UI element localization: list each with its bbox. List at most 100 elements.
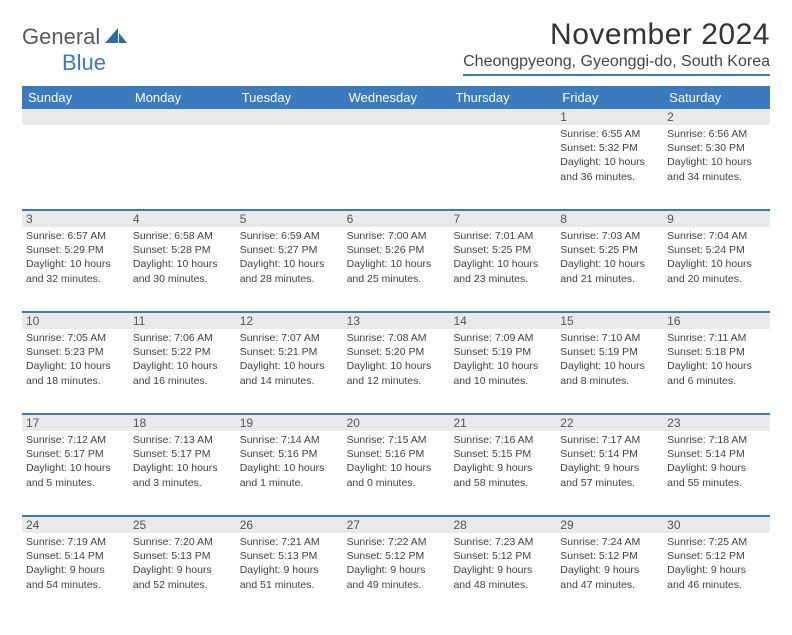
daylight-text-2: and 34 minutes.	[667, 170, 766, 184]
day-number: 12	[236, 313, 343, 329]
daylight-text-2: and 49 minutes.	[347, 578, 446, 592]
sunrise-text: Sunrise: 7:07 AM	[240, 331, 339, 345]
sunset-text: Sunset: 5:12 PM	[560, 549, 659, 563]
week-number-row: 17181920212223	[22, 413, 770, 431]
day-cell: Sunrise: 6:55 AMSunset: 5:32 PMDaylight:…	[556, 125, 663, 209]
day-cell: Sunrise: 7:20 AMSunset: 5:13 PMDaylight:…	[129, 533, 236, 617]
dayhead-tue: Tuesday	[236, 86, 343, 109]
day-cell: Sunrise: 7:05 AMSunset: 5:23 PMDaylight:…	[22, 329, 129, 413]
sunset-text: Sunset: 5:17 PM	[26, 447, 125, 461]
logo-text-blue: Blue	[62, 50, 106, 75]
sunset-text: Sunset: 5:28 PM	[133, 243, 232, 257]
sunrise-text: Sunrise: 7:10 AM	[560, 331, 659, 345]
day-cell: Sunrise: 7:15 AMSunset: 5:16 PMDaylight:…	[343, 431, 450, 515]
sunrise-text: Sunrise: 7:14 AM	[240, 433, 339, 447]
daylight-text-2: and 32 minutes.	[26, 272, 125, 286]
daylight-text-2: and 0 minutes.	[347, 476, 446, 490]
daylight-text-1: Daylight: 9 hours	[26, 563, 125, 577]
daylight-text-1: Daylight: 9 hours	[133, 563, 232, 577]
sunset-text: Sunset: 5:15 PM	[453, 447, 552, 461]
sunset-text: Sunset: 5:13 PM	[240, 549, 339, 563]
day-number	[236, 109, 343, 125]
day-cell: Sunrise: 7:16 AMSunset: 5:15 PMDaylight:…	[449, 431, 556, 515]
day-cell	[236, 125, 343, 209]
day-number: 30	[663, 517, 770, 533]
week-row: Sunrise: 7:05 AMSunset: 5:23 PMDaylight:…	[22, 329, 770, 413]
day-cell: Sunrise: 7:19 AMSunset: 5:14 PMDaylight:…	[22, 533, 129, 617]
day-number: 19	[236, 415, 343, 431]
day-cell: Sunrise: 7:22 AMSunset: 5:12 PMDaylight:…	[343, 533, 450, 617]
sunset-text: Sunset: 5:12 PM	[453, 549, 552, 563]
day-cell: Sunrise: 7:10 AMSunset: 5:19 PMDaylight:…	[556, 329, 663, 413]
daylight-text-2: and 1 minute.	[240, 476, 339, 490]
sunset-text: Sunset: 5:16 PM	[240, 447, 339, 461]
logo: General	[22, 24, 129, 50]
day-number: 6	[343, 211, 450, 227]
daylight-text-2: and 54 minutes.	[26, 578, 125, 592]
day-cell: Sunrise: 7:18 AMSunset: 5:14 PMDaylight:…	[663, 431, 770, 515]
sunset-text: Sunset: 5:25 PM	[560, 243, 659, 257]
daylight-text-2: and 10 minutes.	[453, 374, 552, 388]
daylight-text-1: Daylight: 10 hours	[560, 257, 659, 271]
sunset-text: Sunset: 5:24 PM	[667, 243, 766, 257]
daylight-text-2: and 28 minutes.	[240, 272, 339, 286]
sunrise-text: Sunrise: 7:01 AM	[453, 229, 552, 243]
day-cell: Sunrise: 7:25 AMSunset: 5:12 PMDaylight:…	[663, 533, 770, 617]
day-number: 29	[556, 517, 663, 533]
sunrise-text: Sunrise: 6:56 AM	[667, 127, 766, 141]
day-number: 16	[663, 313, 770, 329]
day-cell	[449, 125, 556, 209]
dayhead-sat: Saturday	[663, 86, 770, 109]
week-row: Sunrise: 6:57 AMSunset: 5:29 PMDaylight:…	[22, 227, 770, 311]
dayhead-thu: Thursday	[449, 86, 556, 109]
day-number: 22	[556, 415, 663, 431]
sunset-text: Sunset: 5:27 PM	[240, 243, 339, 257]
sunrise-text: Sunrise: 7:18 AM	[667, 433, 766, 447]
daylight-text-1: Daylight: 10 hours	[347, 359, 446, 373]
daylight-text-1: Daylight: 10 hours	[240, 461, 339, 475]
sunrise-text: Sunrise: 7:09 AM	[453, 331, 552, 345]
daylight-text-2: and 57 minutes.	[560, 476, 659, 490]
sunrise-text: Sunrise: 7:24 AM	[560, 535, 659, 549]
sunset-text: Sunset: 5:29 PM	[26, 243, 125, 257]
day-number: 8	[556, 211, 663, 227]
sunrise-text: Sunrise: 7:15 AM	[347, 433, 446, 447]
daylight-text-2: and 55 minutes.	[667, 476, 766, 490]
daylight-text-2: and 25 minutes.	[347, 272, 446, 286]
sunrise-text: Sunrise: 7:17 AM	[560, 433, 659, 447]
day-number: 4	[129, 211, 236, 227]
day-cell: Sunrise: 7:03 AMSunset: 5:25 PMDaylight:…	[556, 227, 663, 311]
daylight-text-1: Daylight: 10 hours	[240, 359, 339, 373]
sunrise-text: Sunrise: 7:03 AM	[560, 229, 659, 243]
daylight-text-2: and 3 minutes.	[133, 476, 232, 490]
sunrise-text: Sunrise: 7:06 AM	[133, 331, 232, 345]
daylight-text-2: and 14 minutes.	[240, 374, 339, 388]
sunset-text: Sunset: 5:17 PM	[133, 447, 232, 461]
sunset-text: Sunset: 5:19 PM	[453, 345, 552, 359]
daylight-text-2: and 18 minutes.	[26, 374, 125, 388]
day-cell: Sunrise: 6:59 AMSunset: 5:27 PMDaylight:…	[236, 227, 343, 311]
daylight-text-1: Daylight: 9 hours	[667, 563, 766, 577]
sunrise-text: Sunrise: 7:13 AM	[133, 433, 232, 447]
sunset-text: Sunset: 5:18 PM	[667, 345, 766, 359]
sunrise-text: Sunrise: 7:12 AM	[26, 433, 125, 447]
daylight-text-2: and 46 minutes.	[667, 578, 766, 592]
day-number: 2	[663, 109, 770, 125]
sunset-text: Sunset: 5:13 PM	[133, 549, 232, 563]
day-number: 27	[343, 517, 450, 533]
sunset-text: Sunset: 5:14 PM	[667, 447, 766, 461]
daylight-text-1: Daylight: 10 hours	[240, 257, 339, 271]
day-number: 17	[22, 415, 129, 431]
day-number: 25	[129, 517, 236, 533]
sunrise-text: Sunrise: 7:11 AM	[667, 331, 766, 345]
day-cell: Sunrise: 7:00 AMSunset: 5:26 PMDaylight:…	[343, 227, 450, 311]
daylight-text-2: and 6 minutes.	[667, 374, 766, 388]
daylight-text-1: Daylight: 9 hours	[240, 563, 339, 577]
day-number: 24	[22, 517, 129, 533]
week-number-row: 12	[22, 109, 770, 125]
day-number	[22, 109, 129, 125]
day-cell	[129, 125, 236, 209]
sunset-text: Sunset: 5:30 PM	[667, 141, 766, 155]
week-number-row: 3456789	[22, 209, 770, 227]
day-number: 14	[449, 313, 556, 329]
